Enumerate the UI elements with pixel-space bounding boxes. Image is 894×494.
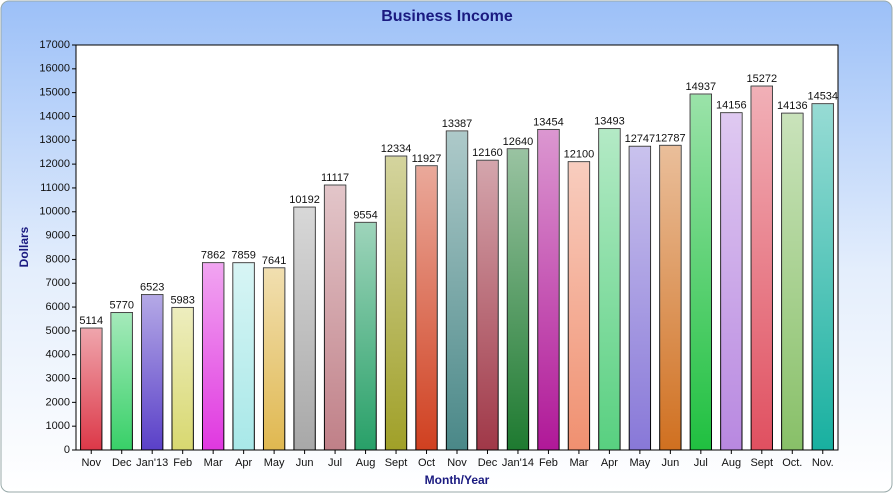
bar-shine: [781, 113, 803, 450]
y-tick-label: 16000: [39, 63, 70, 75]
x-tick-label: May: [629, 457, 650, 469]
x-tick-label: Mar: [204, 457, 223, 469]
value-label: 14534: [807, 91, 838, 103]
x-tick-label: Apr: [235, 457, 252, 469]
x-tick-label: Jun: [296, 457, 314, 469]
value-label: 14136: [777, 100, 808, 112]
x-axis-title: Month/Year: [425, 473, 490, 487]
y-tick-label: 0: [64, 444, 70, 456]
bar-shine: [659, 145, 682, 450]
value-label: 12334: [381, 143, 412, 155]
bar-shine: [263, 267, 285, 450]
y-tick-label: 2000: [46, 396, 70, 408]
value-label: 12787: [655, 132, 686, 144]
bar-shine: [507, 148, 529, 450]
x-tick-label: Nov: [447, 457, 467, 469]
x-tick-label: Aug: [356, 457, 376, 469]
x-tick-label: Jan'13: [136, 457, 168, 469]
value-label: 12640: [503, 136, 534, 148]
value-label: 5770: [109, 299, 133, 311]
value-label: 10192: [289, 194, 320, 206]
value-label: 14156: [716, 100, 747, 112]
y-tick-label: 15000: [39, 87, 70, 99]
value-label: 14937: [686, 81, 717, 93]
x-tick-label: Jul: [328, 457, 342, 469]
bar-shine: [415, 165, 438, 451]
y-tick-label: 1000: [46, 420, 70, 432]
x-tick-label: Jul: [694, 457, 708, 469]
y-tick-label: 6000: [46, 301, 70, 313]
value-label: 12160: [472, 147, 503, 159]
bar-shine: [385, 156, 407, 450]
bar-shine: [720, 112, 742, 450]
bar-shine: [202, 262, 224, 450]
value-label: 15272: [747, 73, 778, 85]
x-tick-label: Dec: [478, 457, 498, 469]
x-tick-label: Nov: [81, 457, 101, 469]
y-tick-label: 11000: [40, 182, 70, 194]
chart-title: Business Income: [381, 8, 513, 25]
value-label: 9554: [353, 209, 377, 221]
x-tick-label: Jan'14: [502, 457, 534, 469]
value-label: 12100: [564, 149, 595, 161]
y-tick-label: 8000: [46, 253, 70, 265]
value-label: 7641: [262, 255, 286, 267]
bar-shine: [293, 207, 316, 450]
x-tick-label: Sept: [750, 457, 773, 469]
x-tick-label: Feb: [539, 457, 558, 469]
value-label: 11927: [412, 153, 442, 165]
value-label: 7862: [201, 250, 225, 262]
x-tick-label: Nov.: [812, 457, 834, 469]
bar-shine: [629, 146, 651, 450]
y-tick-label: 3000: [46, 372, 70, 384]
value-label: 7859: [231, 250, 255, 262]
bar-shine: [111, 312, 133, 450]
value-label: 11117: [321, 172, 349, 184]
bar-shine: [537, 129, 560, 450]
y-tick-label: 9000: [46, 229, 70, 241]
bar-shine: [141, 294, 163, 450]
bar-shine: [172, 307, 194, 450]
y-tick-label: 14000: [39, 110, 70, 122]
bar-shine: [598, 128, 621, 450]
y-tick-label: 13000: [39, 134, 70, 146]
x-tick-label: Dec: [112, 457, 132, 469]
y-tick-label: 7000: [46, 277, 70, 289]
x-tick-label: Sept: [385, 457, 408, 469]
x-tick-label: May: [264, 457, 285, 469]
y-tick-label: 17000: [39, 39, 70, 51]
bar-shine: [324, 185, 346, 451]
value-label: 5983: [170, 294, 194, 306]
bar-shine: [232, 262, 255, 450]
bar-shine: [690, 94, 712, 450]
x-tick-label: Oct: [418, 457, 435, 469]
y-tick-label: 4000: [46, 349, 70, 361]
value-label: 13454: [533, 116, 564, 128]
x-tick-label: Apr: [601, 457, 618, 469]
y-tick-label: 5000: [46, 325, 70, 337]
x-tick-label: Jun: [661, 457, 679, 469]
bar-shine: [354, 222, 377, 450]
value-label: 5114: [79, 315, 103, 327]
bar-shine: [476, 160, 499, 450]
bar-shine: [568, 161, 590, 450]
bar-shine: [751, 86, 773, 451]
y-axis-title: Dollars: [17, 226, 31, 267]
x-tick-label: Aug: [722, 457, 742, 469]
value-label: 13387: [442, 118, 473, 130]
y-tick-label: 10000: [39, 206, 70, 218]
bar-shine: [446, 131, 468, 451]
value-label: 6523: [140, 282, 164, 294]
bar-shine: [812, 103, 834, 450]
x-tick-label: Mar: [569, 457, 588, 469]
value-label: 13493: [594, 115, 625, 127]
x-tick-label: Oct.: [782, 457, 802, 469]
value-label: 12747: [625, 133, 656, 145]
y-tick-label: 12000: [39, 158, 70, 170]
bar-shine: [80, 328, 102, 450]
x-tick-label: Feb: [173, 457, 192, 469]
